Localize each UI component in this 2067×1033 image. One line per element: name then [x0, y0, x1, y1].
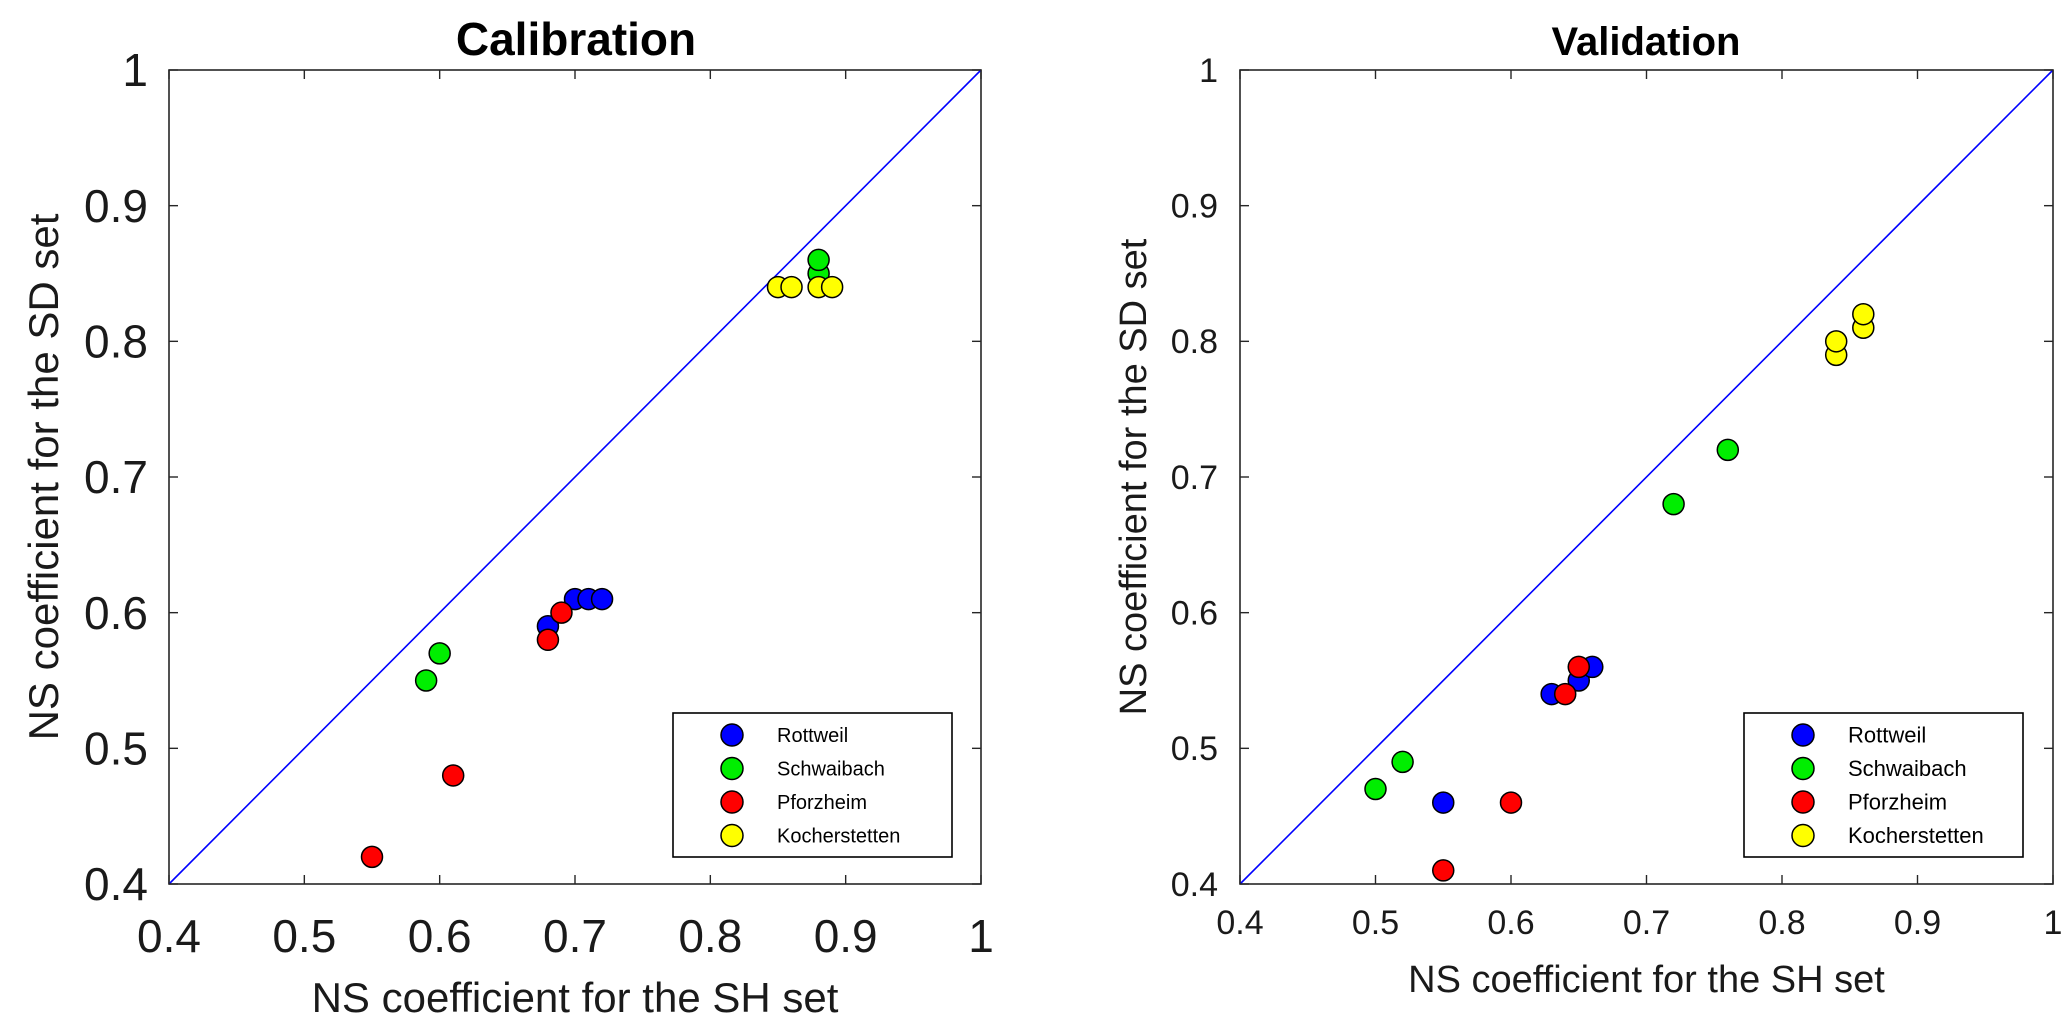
y-tick-label: 0.6 — [84, 587, 148, 639]
legend-label-schwaibach: Schwaibach — [1848, 756, 1967, 781]
legend: Rottweil Schwaibach Pforzheim Kocherstetten — [672, 712, 953, 858]
x-tick-label: 0.8 — [1758, 904, 1805, 942]
y-tick-label: 0.7 — [84, 451, 148, 503]
legend: Rottweil Schwaibach Pforzheim Kocherstetten — [1743, 712, 2024, 858]
y-tick-label: 1 — [122, 44, 148, 96]
data-point-kocherstetten — [1852, 302, 1875, 326]
data-point-pforzheim — [1499, 791, 1523, 814]
x-tick-label: 0.7 — [543, 910, 607, 962]
x-tick-label: 0.7 — [1623, 904, 1670, 942]
y-tick-label: 0.7 — [1171, 459, 1218, 497]
data-point-schwaibach — [1716, 438, 1740, 462]
y-tick-label: 0.9 — [1171, 188, 1218, 226]
one-to-one-line — [168, 69, 982, 885]
legend-marker-rottweil — [1791, 723, 1815, 747]
x-tick-label: 0.4 — [137, 910, 201, 962]
data-point-pforzheim — [550, 601, 573, 624]
y-tick-label: 0.9 — [84, 180, 148, 232]
data-point-rottweil — [1432, 791, 1455, 814]
legend-marker-schwaibach — [1791, 756, 1815, 781]
x-tick-label: 1 — [2044, 904, 2063, 942]
x-tick-label: 0.5 — [272, 910, 336, 962]
legend-label-rottweil: Rottweil — [1848, 723, 1926, 748]
x-tick-label: 0.8 — [678, 910, 742, 962]
y-axis-label: NS coefficient for the SD set — [1113, 238, 1155, 715]
data-point-kocherstetten — [780, 275, 803, 299]
chart-title: Validation — [1552, 20, 1741, 64]
x-tick-label: 0.4 — [1216, 904, 1263, 942]
legend-label-pforzheim: Pforzheim — [1848, 790, 1947, 815]
legend-label-schwaibach: Schwaibach — [777, 759, 885, 781]
x-tick-label: 0.5 — [1352, 904, 1399, 942]
data-point-schwaibach — [1364, 777, 1387, 801]
chart-title: Calibration — [456, 13, 696, 65]
x-tick-label: 0.6 — [1487, 904, 1534, 942]
data-point-schwaibach — [414, 669, 438, 692]
data-point-pforzheim — [536, 628, 560, 652]
legend-box — [672, 712, 953, 858]
data-point-schwaibach — [1391, 750, 1414, 774]
x-tick-label: 0.9 — [1894, 904, 1941, 942]
one-to-one-line — [1239, 69, 2054, 885]
legend-label-kocherstetten: Kocherstetten — [1848, 823, 1984, 848]
x-axis-label: NS coefficient for the SH set — [312, 974, 839, 1021]
data-point-kocherstetten — [1824, 330, 1848, 353]
data-point-schwaibach — [428, 642, 451, 665]
x-tick-label: 0.9 — [814, 910, 878, 962]
data-point-schwaibach — [807, 248, 830, 272]
data-point-pforzheim — [1432, 859, 1455, 882]
x-tick-label: 0.6 — [408, 910, 472, 962]
data-point-pforzheim — [1553, 682, 1577, 706]
data-point-rottweil — [590, 587, 614, 611]
y-tick-label: 0.5 — [84, 722, 148, 774]
y-tick-label: 0.8 — [1171, 323, 1218, 361]
chart-panel-calibration: 0.4 0.5 0.6 0.7 0.8 0.9 1 0.4 0.5 0.6 0.7 0.8 0.9 1 Ca… — [20, 13, 994, 1021]
x-tick-label: 1 — [968, 910, 994, 962]
legend-label-pforzheim: Pforzheim — [777, 792, 867, 814]
legend-marker-rottweil — [720, 723, 744, 747]
legend-marker-schwaibach — [720, 756, 744, 781]
y-tick-label: 1 — [1199, 52, 1218, 90]
chart-panel-validation: 0.4 0.5 0.6 0.7 0.8 0.9 1 0.4 0.5 0.6 0.7 0.8 0.9 1 Va… — [1113, 20, 2062, 1001]
y-tick-label: 0.5 — [1171, 730, 1218, 768]
legend-label-rottweil: Rottweil — [777, 725, 848, 747]
y-tick-label: 0.8 — [84, 315, 148, 367]
legend-marker-pforzheim — [1791, 790, 1815, 814]
x-axis-label: NS coefficient for the SH set — [1408, 959, 1885, 1001]
data-point-pforzheim — [1567, 655, 1590, 679]
y-tick-label: 0.4 — [1171, 866, 1218, 904]
legend-marker-kocherstetten — [720, 823, 744, 848]
legend-marker-pforzheim — [720, 790, 744, 814]
y-tick-label: 0.6 — [1171, 595, 1218, 633]
data-point-pforzheim — [360, 845, 384, 869]
data-point-kocherstetten — [820, 275, 844, 299]
data-point-pforzheim — [441, 764, 465, 787]
data-point-schwaibach — [1662, 492, 1685, 516]
legend-marker-kocherstetten — [1791, 823, 1815, 848]
legend-label-kocherstetten: Kocherstetten — [777, 826, 900, 848]
y-axis-label: NS coefficient for the SD set — [20, 213, 67, 740]
legend-box — [1743, 712, 2024, 858]
y-tick-label: 0.4 — [84, 858, 148, 910]
